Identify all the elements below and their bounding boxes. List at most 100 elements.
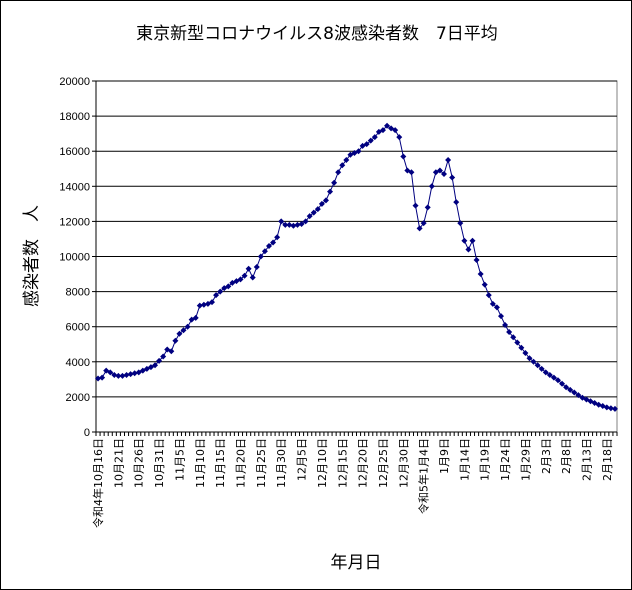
data-point [115, 372, 122, 379]
data-point [237, 276, 244, 283]
data-point [298, 221, 305, 228]
data-point [131, 370, 138, 377]
data-point [294, 221, 301, 228]
data-point [542, 369, 549, 376]
data-point [461, 237, 468, 244]
x-tick-label: 11月25日 [255, 438, 268, 488]
y-tick-label: 20000 [59, 76, 90, 88]
data-point [249, 274, 256, 281]
data-point [449, 174, 456, 181]
data-point [453, 199, 460, 206]
data-point [477, 271, 484, 278]
data-point [497, 313, 504, 320]
data-point [156, 357, 163, 364]
data-point [261, 248, 268, 255]
data-point [200, 301, 207, 308]
data-point [107, 369, 114, 376]
data-point [575, 392, 582, 399]
data-point [400, 153, 407, 160]
y-tick-label: 14000 [59, 181, 90, 193]
data-point [416, 225, 423, 232]
gridlines [96, 80, 617, 398]
data-point [481, 281, 488, 288]
data-point [241, 272, 248, 279]
data-point [172, 337, 179, 344]
data-point [274, 234, 281, 241]
data-point [168, 348, 175, 355]
data-point [99, 374, 106, 381]
data-point [485, 292, 492, 299]
data-point [441, 171, 448, 178]
x-axis: 令和4年10月16日 10月21日 10月26日 10月31日 11月5日 11月10日 1… [91, 432, 618, 528]
data-point [567, 386, 574, 393]
x-tick-label: 12月10日 [316, 438, 329, 488]
data-point [290, 222, 297, 229]
data-point [559, 380, 566, 387]
data-point [371, 134, 378, 141]
data-point [522, 350, 529, 357]
data-point [465, 246, 472, 253]
x-tick-label: 11月20日 [234, 438, 247, 488]
data-point [286, 221, 293, 228]
x-tick-label: 1月19日 [479, 438, 492, 481]
x-tick-label: 11月10日 [194, 438, 207, 488]
data-point [396, 134, 403, 141]
y-tick-label: 4000 [66, 357, 90, 369]
data-point [327, 188, 334, 195]
data-point [270, 239, 277, 246]
data-point [265, 242, 272, 249]
data-point [571, 389, 578, 396]
x-tick-label: 2月18日 [601, 438, 614, 481]
data-point [603, 404, 610, 411]
data-point [550, 374, 557, 381]
x-tick-label: 12月25日 [377, 438, 390, 488]
data-point [420, 220, 427, 227]
y-tick-label: 16000 [59, 146, 90, 158]
data-point [534, 362, 541, 369]
data-point [225, 283, 232, 290]
data-points [95, 122, 618, 412]
x-tick-label: 令和5年1月4日 [417, 438, 431, 514]
data-point [127, 371, 134, 378]
data-point [160, 353, 167, 360]
data-point [209, 299, 216, 306]
x-tick-label: 12月20日 [357, 438, 370, 488]
x-tick-label: 2月13日 [580, 438, 593, 481]
x-tick-label: 11月15日 [214, 438, 227, 488]
x-tick-label: 11月30日 [275, 438, 288, 488]
data-point [375, 128, 382, 135]
x-tick-label: 2月3日 [540, 438, 553, 474]
data-point [408, 169, 415, 176]
x-tick-label: 12月15日 [336, 438, 349, 488]
data-point [428, 183, 435, 190]
y-axis-label: 感染者数 人 [22, 205, 42, 307]
x-tick-label: 1月29日 [519, 438, 532, 481]
data-point [538, 365, 545, 372]
data-point [489, 300, 496, 307]
data-point [217, 288, 224, 295]
data-point [473, 257, 480, 264]
data-point [95, 375, 102, 382]
data-point [554, 377, 561, 384]
data-point [245, 265, 252, 272]
data-point [111, 371, 118, 378]
data-point [314, 206, 321, 213]
data-point [257, 253, 264, 260]
x-tick-label: 12月5日 [296, 438, 309, 481]
data-point [502, 321, 509, 328]
x-axis-label: 年月日 [331, 553, 382, 573]
data-point [384, 122, 391, 129]
data-point [302, 218, 309, 225]
data-point [213, 292, 220, 299]
data-point [123, 371, 130, 378]
data-point [306, 213, 313, 220]
data-point [152, 362, 159, 369]
x-tick-label: 令和4年10月16日 [91, 438, 105, 528]
data-point [518, 344, 525, 351]
data-point [282, 221, 289, 228]
data-point [546, 371, 553, 378]
data-point [367, 137, 374, 144]
data-point [412, 202, 419, 209]
data-point [196, 302, 203, 309]
data-point [310, 209, 317, 216]
